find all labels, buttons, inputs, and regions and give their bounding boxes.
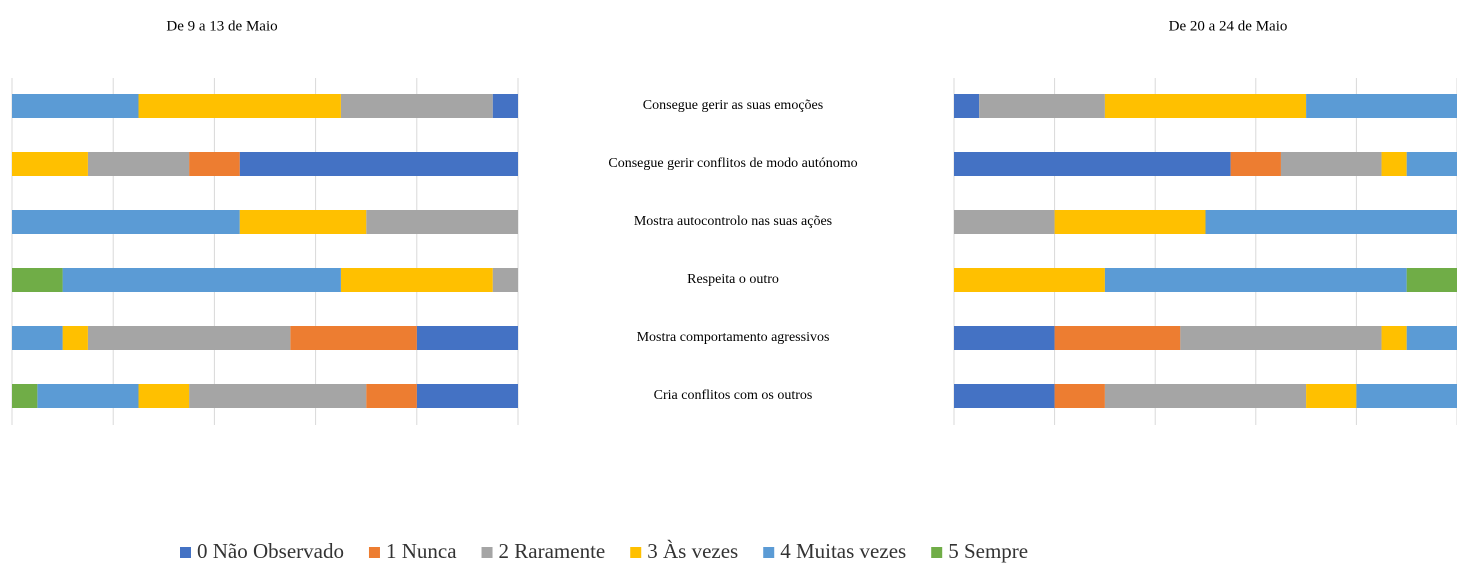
bar-segment bbox=[62, 326, 88, 350]
bar-segment bbox=[1104, 384, 1307, 408]
bar-segment bbox=[290, 326, 417, 350]
legend-label: 1 Nunca bbox=[386, 539, 457, 563]
category-label: Consegue gerir conflitos de modo autónom… bbox=[608, 156, 857, 171]
bar-segment bbox=[416, 384, 518, 408]
bar-segment bbox=[12, 384, 38, 408]
bar-segment bbox=[1104, 268, 1407, 292]
legend-label: 0 Não Observado bbox=[197, 539, 344, 563]
bar-segment bbox=[12, 326, 63, 350]
legend-label: 3 Às vezes bbox=[647, 539, 738, 563]
bar-segment bbox=[87, 152, 190, 176]
category-label: Mostra autocontrolo nas suas ações bbox=[634, 214, 832, 229]
bar-segment bbox=[239, 210, 367, 234]
legend-swatch bbox=[931, 547, 943, 558]
bar-segment bbox=[954, 384, 1055, 408]
bar-segment bbox=[1406, 326, 1457, 350]
bar-segment bbox=[954, 326, 1055, 350]
bar-segment bbox=[1306, 384, 1357, 408]
bar-segment bbox=[138, 94, 341, 118]
category-label: Consegue gerir as suas emoções bbox=[643, 98, 823, 113]
bar-segment bbox=[62, 268, 341, 292]
bar-segment bbox=[1381, 152, 1407, 176]
bar-segment bbox=[1205, 210, 1457, 234]
bar-segment bbox=[366, 210, 518, 234]
category-label: Mostra comportamento agressivos bbox=[637, 330, 830, 345]
legend-label: 5 Sempre bbox=[948, 539, 1028, 563]
category-label: Respeita o outro bbox=[687, 272, 779, 287]
bar-segment bbox=[189, 152, 240, 176]
bar-segment bbox=[1230, 152, 1281, 176]
bar-segment bbox=[1356, 384, 1457, 408]
bar-segment bbox=[12, 152, 88, 176]
bar-segment bbox=[954, 268, 1105, 292]
bar-segment bbox=[979, 94, 1105, 118]
bar-segment bbox=[954, 152, 1231, 176]
legend-label: 4 Muitas vezes bbox=[780, 539, 906, 563]
legend-swatch bbox=[368, 547, 380, 558]
bar-segment bbox=[1406, 268, 1457, 292]
bar-segment bbox=[492, 268, 518, 292]
bar-segment bbox=[340, 268, 493, 292]
legend-swatch bbox=[630, 547, 642, 558]
bar-segment bbox=[189, 384, 367, 408]
category-label: Cria conflitos com os outros bbox=[654, 388, 813, 403]
bar-segment bbox=[954, 210, 1055, 234]
bar-segment bbox=[12, 94, 139, 118]
bar-segment bbox=[138, 384, 190, 408]
legend-label: 2 Raramente bbox=[499, 539, 606, 563]
chart-title: De 9 a 13 de Maio bbox=[166, 18, 277, 34]
chart-title: De 20 a 24 de Maio bbox=[1169, 18, 1288, 34]
legend-swatch bbox=[180, 547, 191, 558]
bar-segment bbox=[87, 326, 291, 350]
bar-segment bbox=[1280, 152, 1382, 176]
bar-segment bbox=[492, 94, 518, 118]
bar-segment bbox=[366, 384, 417, 408]
bar-segment bbox=[1180, 326, 1382, 350]
bar-segment bbox=[12, 210, 240, 234]
bar-segment bbox=[37, 384, 139, 408]
legend-swatch bbox=[763, 547, 775, 558]
bar-segment bbox=[1381, 326, 1407, 350]
bar-segment bbox=[1406, 152, 1457, 176]
bar-segment bbox=[12, 268, 63, 292]
bar-segment bbox=[416, 326, 518, 350]
bar-segment bbox=[239, 152, 518, 176]
bar-segment bbox=[1054, 384, 1105, 408]
bar-segment bbox=[954, 94, 980, 118]
bar-segment bbox=[1054, 210, 1206, 234]
legend-swatch bbox=[481, 547, 493, 558]
bar-segment bbox=[1306, 94, 1457, 118]
bar-segment bbox=[1104, 94, 1307, 118]
bar-segment bbox=[340, 94, 493, 118]
bar-segment bbox=[1054, 326, 1181, 350]
